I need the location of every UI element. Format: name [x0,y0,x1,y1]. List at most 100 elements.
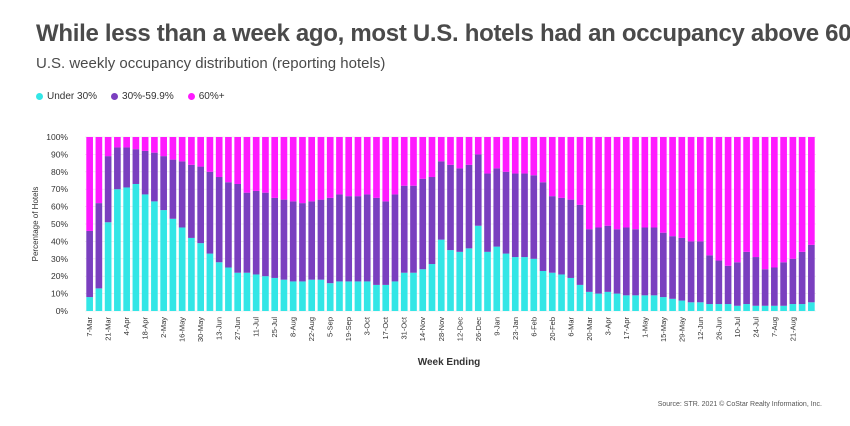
bar-segment-60-plus [132,137,140,150]
bar-segment-30-60 [345,196,353,282]
bar-segment-60-plus [650,137,658,228]
bar-segment-30-60 [798,251,806,305]
bar-segment-30-60 [428,177,436,265]
legend-swatch-60-plus [187,93,195,100]
bar-segment-under-30 [539,270,547,311]
stacked-bar-chart: 0% 10% 20% 30% 40% 50% 60% 70% 80% 90% 100% 7-Mar 2… [31,132,816,368]
bar-segment-60-plus [123,137,130,148]
bar-segment-60-plus [345,137,353,197]
bar-segment-60-plus [178,137,186,162]
bar-segment-under-30 [493,246,501,311]
bar-segment-30-60 [558,197,565,275]
bar-segment-under-30 [437,239,445,311]
bar-segment-under-30 [641,295,649,311]
bar-segment-60-plus [262,137,269,193]
x-tick-label: 14-Nov [418,317,427,341]
y-tick-label: 20% [51,271,68,281]
bar-segment-60-plus [697,137,704,242]
bar-segment-60-plus [419,137,427,179]
bar-segment-60-plus [317,137,325,200]
bar-segment-under-30 [484,251,491,311]
bar-segment-60-plus [678,137,686,238]
bar-segment-under-30 [289,281,297,311]
bar-segment-under-30 [160,210,167,311]
bar-segment-30-60 [456,168,464,252]
bar-segment-60-plus [484,137,491,174]
bar-segment-under-30 [576,284,584,311]
bar-segment-30-60 [567,199,575,278]
bar-segment-60-plus [86,137,93,231]
x-tick-label: 11-Jul [252,317,261,337]
bar-segment-30-60 [160,156,167,211]
source-note: Source: STR. 2021 © CoStar Realty Inform… [657,401,822,408]
bar-segment-under-30 [604,291,612,311]
bar-segment-under-30 [169,218,177,311]
x-tick-label: 7-Mar [85,317,94,337]
bar-segment-30-60 [715,260,723,305]
legend-item-60-plus: 60%+ [187,91,225,102]
y-axis-label: Percentage of Hotels [31,187,40,262]
bar-segment-60-plus [391,137,399,195]
bar-segment-60-plus [613,137,621,230]
bar-segment-under-30 [252,274,260,311]
x-tick-label: 18-Apr [141,317,150,340]
x-tick-label: 19-Sep [344,317,353,341]
bar-segment-30-60 [576,204,584,285]
bar-segment-30-60 [465,164,473,249]
bar-segment-30-60 [262,192,269,277]
legend-label-60-plus: 60%+ [198,91,225,102]
bar-segment-under-30 [151,201,158,311]
bar-segment-under-30 [400,272,408,311]
legend-swatch-30-60 [111,93,119,100]
bar-segment-60-plus [326,137,334,198]
bar-segment-30-60 [808,244,815,303]
bar-segment-under-30 [678,300,686,311]
bar-segment-under-30 [808,302,815,311]
bar-segment-under-30 [761,305,769,311]
x-tick-label: 5-Sep [326,317,335,337]
bar-segment-under-30 [317,279,325,311]
x-tick-label: 28-Nov [437,317,446,341]
x-tick-label: 1-May [640,317,649,338]
x-tick-label: 4-Apr [122,317,131,336]
x-tick-label: 13-Jun [215,317,224,340]
y-tick-label: 40% [51,236,68,246]
bar-segment-30-60 [632,229,639,296]
y-tick-label: 60% [51,202,68,212]
bar-segment-30-60 [641,227,649,296]
bar-segment-60-plus [95,137,103,204]
bar-segment-under-30 [391,281,399,311]
bar-segment-30-60 [336,194,343,282]
x-axis-tick-labels: 7-Mar 21-Mar 4-Apr 18-Apr 2-May 16-May 30-May 1… [85,316,797,342]
bar-segment-30-60 [437,161,445,240]
x-axis-label: Week Ending [418,357,481,368]
bar-segment-under-30 [280,279,288,311]
bar-segment-60-plus [243,137,251,193]
bar-segment-30-60 [317,199,325,280]
x-tick-label: 2-May [159,317,168,338]
chart-legend: Under 30% 30%-59.9% 60%+ [36,91,225,102]
bar-segment-30-60 [188,164,195,238]
bar-segment-under-30 [262,276,269,311]
bar-segment-under-30 [354,281,362,311]
bar-segment-60-plus [428,137,436,178]
bar-segment-60-plus [252,137,260,191]
bar-segment-60-plus [410,137,417,186]
bar-segment-30-60 [595,227,602,294]
bar-segment-60-plus [798,137,806,252]
bar-segment-30-60 [659,232,667,298]
x-tick-label: 12-Jun [696,317,705,340]
bar-segment-30-60 [280,199,288,280]
bar-segment-under-30 [798,304,806,311]
bar-segment-30-60 [326,197,334,284]
bar-segment-under-30 [299,281,306,311]
bar-segment-30-60 [169,159,177,219]
bar-segment-30-60 [299,203,306,282]
bar-segment-60-plus [336,137,343,195]
legend-swatch-under-30 [36,93,43,100]
bar-segment-30-60 [604,225,612,292]
bar-segment-under-30 [502,253,510,311]
bar-segment-60-plus [363,137,371,195]
chart-subtitle: U.S. weekly occupancy distribution (repo… [36,55,386,72]
x-tick-label: 3-Oct [363,316,372,335]
